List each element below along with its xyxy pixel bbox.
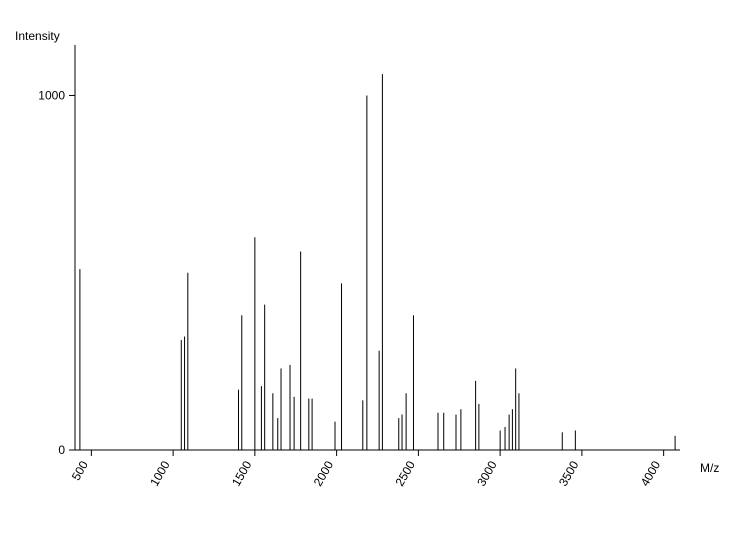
x-tick-label: 3500 — [556, 458, 582, 488]
y-tick-label: 0 — [58, 443, 65, 457]
y-tick-label: 1000 — [38, 88, 65, 102]
x-tick-label: 2500 — [393, 458, 419, 488]
x-axis-title: M/z — [700, 461, 719, 475]
x-tick-label: 4000 — [638, 458, 664, 488]
x-tick-label: 1500 — [229, 458, 255, 488]
x-tick-label: 500 — [69, 458, 91, 483]
mass-spectrum-chart: 0 1000 500 1000 1500 2000 2500 3000 3500 4000 Inte… — [0, 0, 750, 540]
x-tick-label: 3000 — [474, 458, 500, 488]
x-tick-label: 1000 — [147, 458, 173, 488]
x-tick-label: 2000 — [311, 458, 337, 488]
y-axis-title: Intensity — [15, 29, 60, 43]
